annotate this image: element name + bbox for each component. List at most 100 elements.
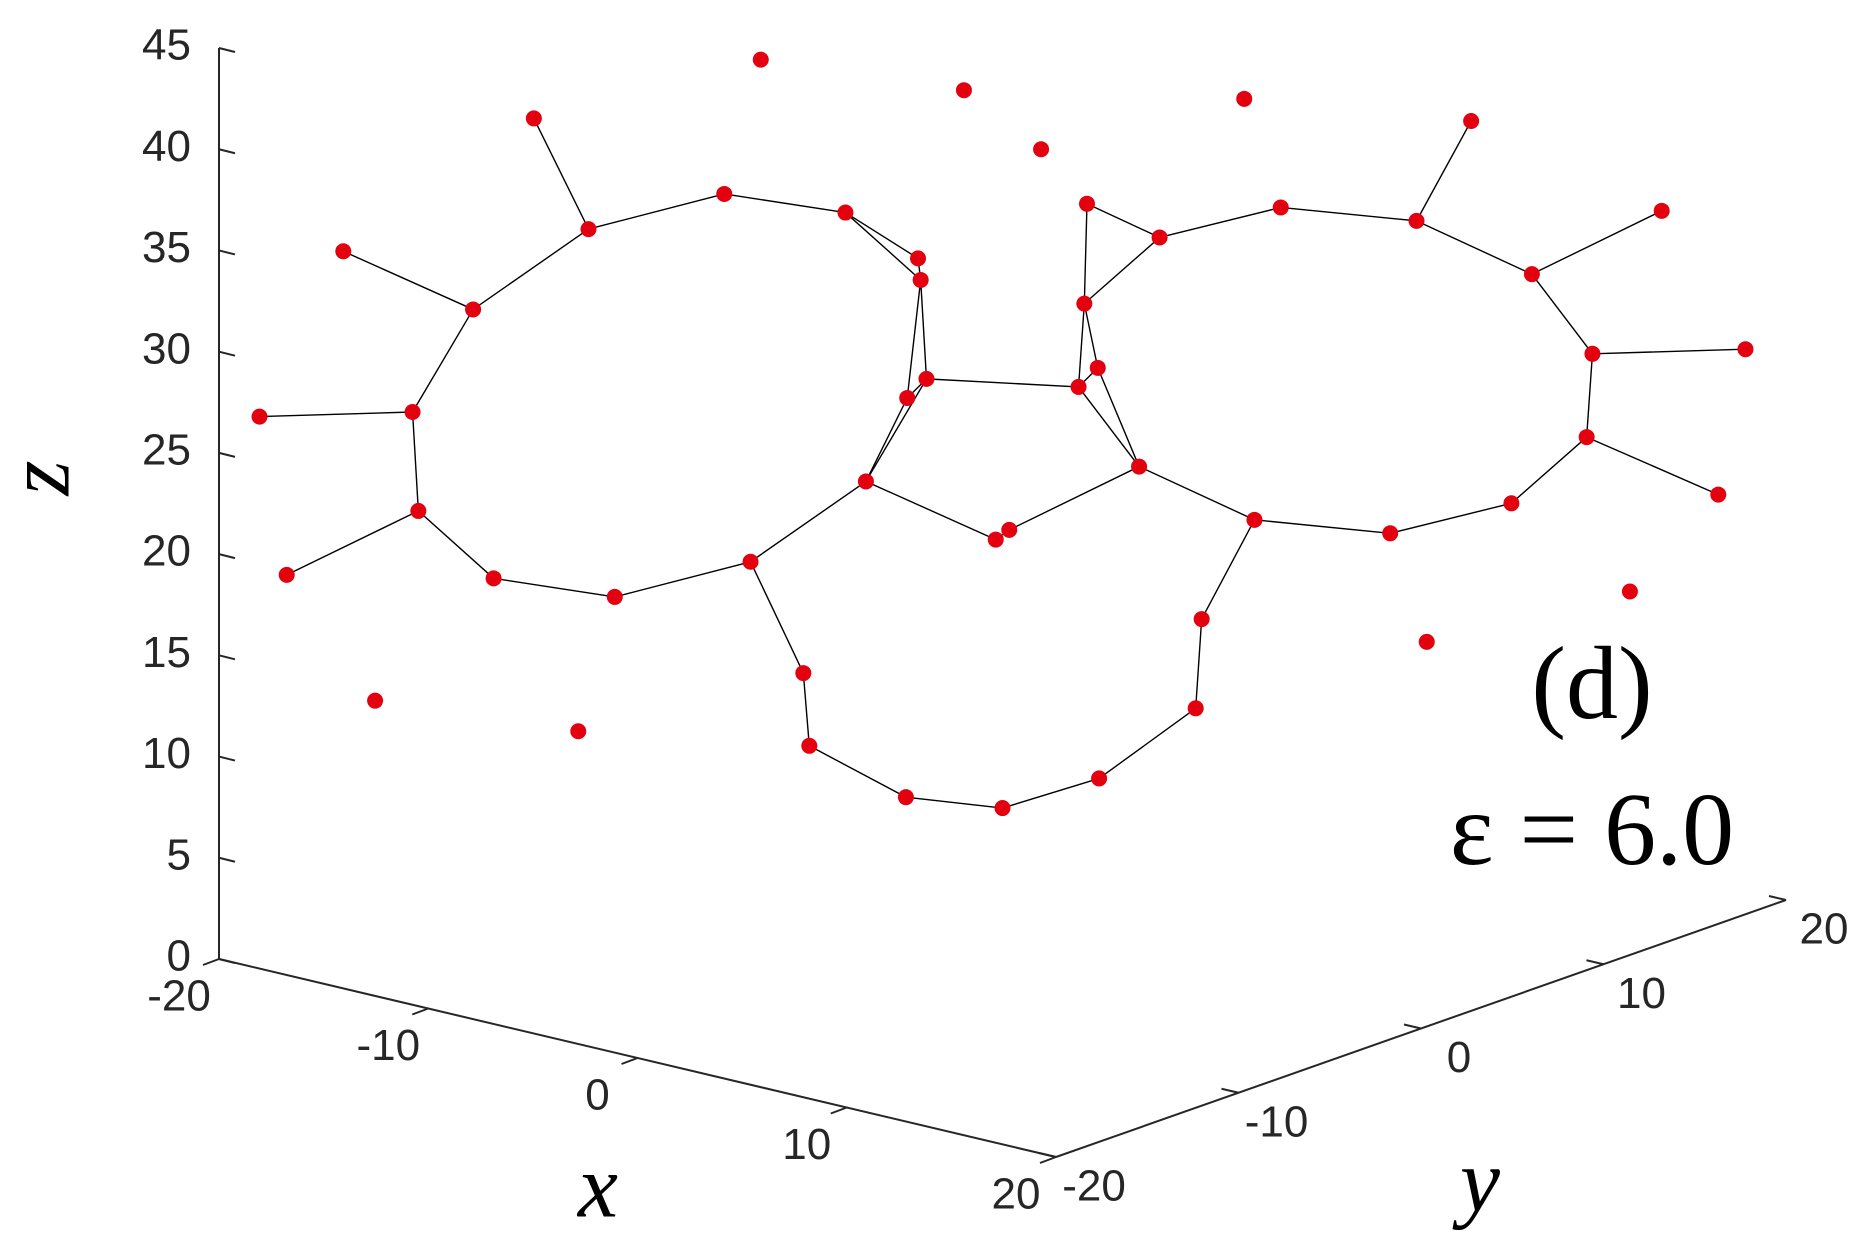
x-tick <box>411 1007 429 1016</box>
edge <box>1201 519 1256 620</box>
point <box>1463 113 1480 130</box>
point <box>1076 295 1093 312</box>
edge <box>1531 210 1663 275</box>
z-tick <box>218 654 236 661</box>
point <box>912 271 929 288</box>
point <box>955 82 972 99</box>
point <box>918 370 935 387</box>
edge <box>1083 203 1088 304</box>
y-tick-label: -20 <box>1062 1162 1126 1211</box>
edge <box>802 673 810 746</box>
edge <box>1254 519 1391 534</box>
x-tick <box>1039 1156 1057 1164</box>
edge <box>259 411 413 418</box>
point <box>899 389 916 406</box>
point <box>716 185 733 202</box>
point <box>525 110 542 127</box>
edge <box>1531 273 1593 355</box>
z-tick-label: 5 <box>167 830 191 879</box>
point <box>335 243 352 260</box>
point <box>1584 345 1601 362</box>
y-tick-label: -10 <box>1245 1097 1309 1146</box>
point <box>1070 378 1087 395</box>
edge <box>926 378 1079 388</box>
z-tick <box>218 148 236 155</box>
point <box>606 588 623 605</box>
y-tick <box>1403 1023 1422 1030</box>
z-tick-label: 0 <box>167 932 191 981</box>
point <box>752 51 769 68</box>
point <box>910 250 927 267</box>
edge <box>749 561 804 674</box>
edge <box>906 279 922 399</box>
edge <box>411 309 474 413</box>
point <box>1418 633 1435 650</box>
epsilon-label: ε = 6.0 <box>1450 772 1734 887</box>
point <box>837 204 854 221</box>
x-tick <box>621 1057 638 1065</box>
point <box>251 408 268 425</box>
point <box>1236 90 1253 107</box>
edge <box>1098 707 1197 779</box>
point <box>404 403 421 420</box>
z-tick-label: 15 <box>142 628 191 677</box>
edge <box>1077 386 1140 467</box>
edge <box>1586 436 1719 496</box>
point <box>1653 202 1670 219</box>
edge <box>493 577 615 598</box>
point <box>1033 141 1050 158</box>
z-tick-label: 10 <box>142 729 191 778</box>
edge <box>472 228 589 311</box>
points <box>251 51 1754 817</box>
edge <box>343 250 474 311</box>
z-tick <box>218 755 236 762</box>
edge <box>1077 303 1086 387</box>
edge <box>919 279 928 379</box>
edge <box>1159 206 1281 239</box>
edge <box>1510 436 1588 504</box>
y-tick-label: 20 <box>1800 905 1849 954</box>
edge <box>1280 206 1417 222</box>
x-tick-label: 10 <box>782 1120 831 1169</box>
point <box>1503 495 1520 512</box>
z-tick <box>218 350 236 357</box>
x-tick-label: -20 <box>147 972 211 1021</box>
point <box>1078 195 1095 212</box>
edges <box>259 118 1746 809</box>
z-tick-label: 35 <box>142 223 191 272</box>
point <box>897 789 914 806</box>
point <box>1001 521 1018 538</box>
x-tick-label: -10 <box>356 1021 420 1070</box>
edge <box>865 378 928 482</box>
y-tick <box>1221 1087 1239 1094</box>
point <box>1193 611 1210 628</box>
point <box>1523 266 1540 283</box>
edge <box>865 397 908 482</box>
y-tick <box>1038 1152 1057 1158</box>
edge <box>417 510 495 579</box>
edge <box>1415 120 1472 222</box>
edge <box>1416 220 1533 275</box>
edge <box>844 212 922 281</box>
point <box>1578 429 1595 446</box>
edge <box>1592 348 1746 355</box>
point <box>1089 359 1106 376</box>
edge <box>905 796 1003 809</box>
edge <box>1086 203 1160 239</box>
z-tick-label: 25 <box>142 426 191 475</box>
edge <box>533 118 590 230</box>
point <box>1621 583 1638 600</box>
edge <box>1138 465 1255 521</box>
point <box>570 723 587 740</box>
point <box>1151 229 1168 246</box>
x-tick-label: 20 <box>992 1170 1041 1219</box>
z-tick <box>218 47 236 53</box>
x-axis-label: x <box>576 1138 618 1237</box>
edge <box>808 745 907 798</box>
panel-label: (d) <box>1531 626 1652 741</box>
point <box>987 531 1004 548</box>
edge <box>750 480 867 563</box>
point <box>1382 525 1399 542</box>
point <box>278 566 295 583</box>
